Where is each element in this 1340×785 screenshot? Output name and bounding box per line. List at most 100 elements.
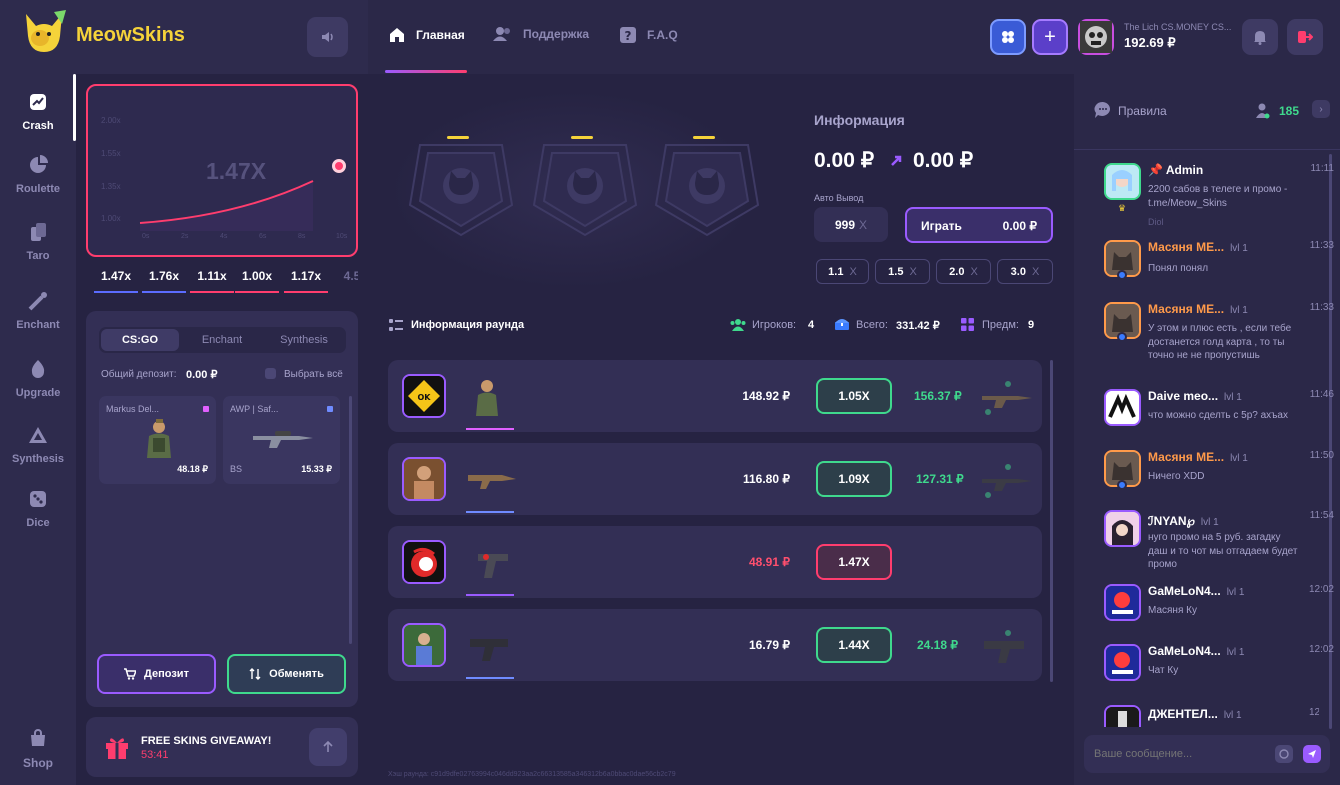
crash-curve	[139, 180, 314, 231]
send-icon	[1308, 750, 1316, 758]
tab-enchant[interactable]: Enchant	[201, 334, 243, 346]
emoji-button[interactable]	[1275, 745, 1293, 763]
cashout-coef: 1.47X	[816, 544, 892, 580]
svg-text:OK: OK	[418, 393, 432, 402]
chat-level: lvl 1	[1230, 453, 1248, 464]
chat-time: 12:02	[1308, 584, 1334, 595]
pin-icon: 📌	[1148, 163, 1163, 177]
user-avatar[interactable]	[1078, 19, 1114, 55]
sound-toggle-button[interactable]	[307, 17, 348, 57]
bet-row[interactable]: OK 148.92 ₽ 1.05X 156.37 ₽	[388, 360, 1042, 432]
active-nav-indicator	[73, 74, 76, 141]
chat-time: 12:02	[1308, 644, 1334, 655]
history-chip[interactable]: 1.11x	[190, 269, 234, 293]
add-balance-button[interactable]: +	[1032, 19, 1068, 55]
select-all-label[interactable]: Выбрать всё	[284, 369, 343, 380]
brand-name: MeowSkins	[76, 24, 185, 46]
apps-button[interactable]	[990, 19, 1026, 55]
inventory-item-card[interactable]: Markus Del... 48.18 ₽	[99, 396, 216, 484]
sidebar-item-crash[interactable]: Crash	[0, 92, 76, 132]
chat-message-input[interactable]	[1094, 743, 1269, 765]
rules-link[interactable]: Правила	[1118, 104, 1167, 118]
chat-avatar	[1104, 163, 1141, 200]
history-chip[interactable]: 1.17x	[284, 269, 328, 293]
avatar-image	[1106, 586, 1139, 619]
swap-icon	[249, 668, 261, 680]
quick-multiplier-button[interactable]: 3.0 X	[997, 259, 1053, 284]
tab-home[interactable]: Главная	[388, 26, 465, 44]
sidebar-item-enchant[interactable]: Enchant	[0, 291, 76, 331]
avatar-image	[1106, 646, 1139, 679]
quick-multiplier-button[interactable]: 1.1 X	[816, 259, 869, 284]
sidebar-item-shop[interactable]: Shop	[0, 728, 76, 770]
tab-csgo[interactable]: CS:GO	[101, 329, 179, 351]
item-name: AWP | Saf...	[230, 404, 279, 414]
send-message-button[interactable]	[1303, 745, 1321, 763]
play-button[interactable]: Играть 0.00 ₽	[905, 207, 1053, 243]
sidebar-item-roulette[interactable]: Roulette	[0, 155, 76, 195]
logout-button[interactable]	[1287, 19, 1323, 55]
chat-text: что можно сделть с 5р? ахъах	[1148, 410, 1288, 421]
sidebar-item-upgrade[interactable]: Upgrade	[0, 359, 76, 399]
inventory-item-card[interactable]: AWP | Saf... BS 15.33 ₽	[223, 396, 340, 484]
item-name: Markus Del...	[106, 404, 160, 414]
history-chip[interactable]: 4.5	[343, 269, 358, 283]
collapse-chat-button[interactable]: ›	[1312, 100, 1330, 118]
giveaway-timer: 53:41	[141, 749, 169, 761]
chat-avatar	[1104, 584, 1141, 621]
notifications-button[interactable]	[1242, 19, 1278, 55]
chat-scrollbar[interactable]	[1329, 154, 1332, 729]
chat-text: У этом и плюс есть , если тебе достанетс…	[1148, 323, 1292, 361]
bet-row[interactable]: 16.79 ₽ 1.44X 24.18 ₽	[388, 609, 1042, 681]
quick-multiplier-button[interactable]: 1.5 X	[875, 259, 930, 284]
inventory-scrollbar[interactable]	[349, 396, 352, 644]
bell-icon	[1254, 31, 1266, 45]
avatar-image	[1106, 391, 1139, 424]
chat-time: 12:05	[1308, 707, 1319, 718]
quick-multiplier-unit: X	[1031, 265, 1040, 278]
rarity-marker	[203, 406, 209, 412]
avatar-image	[404, 459, 444, 499]
chevron-right-icon: ›	[1319, 103, 1323, 115]
chat-level: lvl 1	[1224, 392, 1242, 403]
win-value: 0.00 ₽	[913, 149, 974, 172]
pistol-skin-image	[478, 554, 508, 578]
bets-scrollbar[interactable]	[1050, 360, 1053, 682]
tab-support[interactable]: Поддержка	[493, 26, 589, 42]
quick-multiplier-button[interactable]: 2.0 X	[936, 259, 991, 284]
deposit-button[interactable]: Депозит	[97, 654, 216, 694]
chat-avatar	[1104, 510, 1141, 547]
quick-multiplier-value: 1.5	[888, 265, 904, 278]
avatar-image	[404, 625, 444, 665]
bet-row[interactable]: 48.91 ₽ 1.47X	[388, 526, 1042, 598]
tab-synthesis[interactable]: Synthesis	[280, 334, 328, 346]
select-all-checkbox[interactable]	[265, 368, 276, 379]
rifle-skin-image	[468, 475, 516, 489]
chat-author: 📌 Admin	[1148, 163, 1203, 177]
chat-message: ♛ 📌 Admin 11:11 2200 сабов в телеге и пр…	[1104, 163, 1334, 227]
sidebar-item-taro[interactable]: Taro	[0, 222, 76, 262]
y-tick-label: 1.00x	[101, 214, 121, 223]
sidebar-item-label: Upgrade	[15, 387, 61, 399]
inventory-panel: CS:GO Enchant Synthesis Общий депозит: 0…	[86, 311, 358, 707]
tab-faq[interactable]: ? F.A.Q	[619, 26, 678, 44]
history-chip[interactable]: 1.76x	[142, 269, 186, 293]
chat-author: ДЖЕНТЕЛ... lvl 1	[1148, 707, 1242, 721]
sidebar-item-synthesis[interactable]: Synthesis	[0, 425, 76, 465]
speaker-icon	[321, 32, 333, 42]
auto-cashout-label: Авто Вывод	[814, 193, 864, 203]
history-chip[interactable]: 1.47x	[94, 269, 138, 293]
history-chip[interactable]: 1.00x	[235, 269, 279, 293]
bet-row[interactable]: 116.80 ₽ 1.09X 127.31 ₽	[388, 443, 1042, 515]
user-badge	[1117, 480, 1127, 490]
chat-author-name: Масяня МЕ...	[1148, 450, 1225, 464]
auto-cashout-input[interactable]: 999 X	[814, 207, 888, 242]
chat-author: ℐNYAN℘ lvl 1	[1148, 514, 1219, 528]
sidebar-item-label: Enchant	[16, 319, 60, 331]
top-nav: Главная Поддержка ? F.A.Q + The Lich CS.…	[368, 0, 1340, 74]
giveaway-join-button[interactable]	[309, 728, 347, 766]
rank-slot-2	[526, 131, 644, 237]
sidebar-item-dice[interactable]: Dice	[0, 489, 76, 529]
cards-icon	[31, 223, 46, 241]
exchange-button[interactable]: Обменять	[227, 654, 346, 694]
